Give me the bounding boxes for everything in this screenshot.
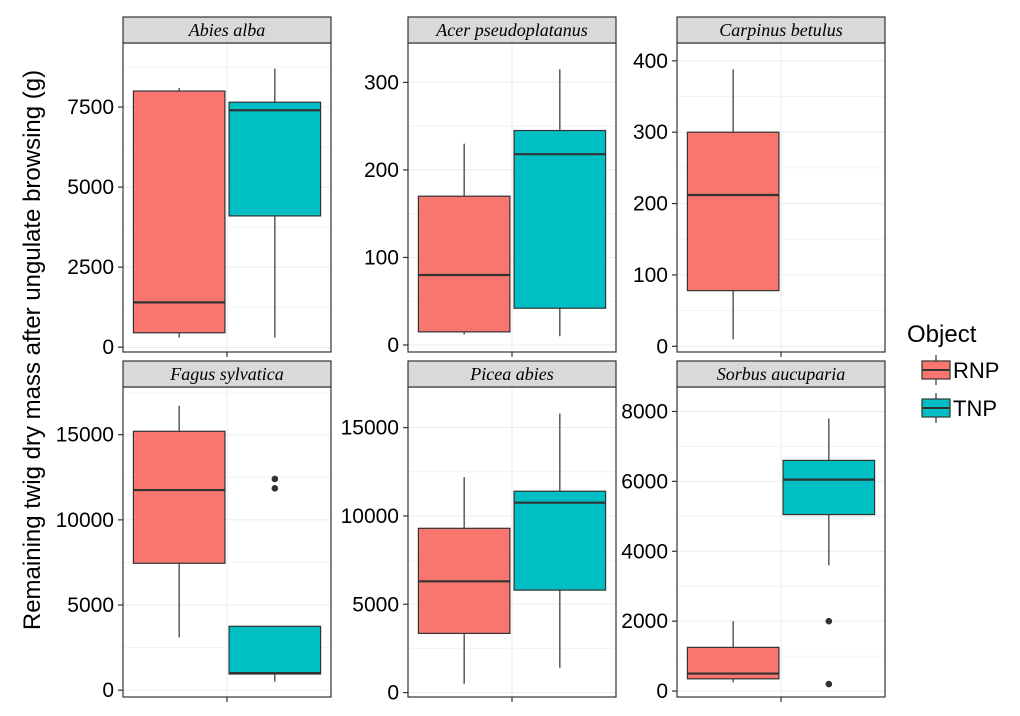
y-axis-sorbus-aucuparia: 0 2000 4000 6000 8000 (621, 400, 677, 703)
box-rnp-acer-pseudoplatanus (417, 143, 511, 335)
y-tick-label: 5000 (67, 176, 114, 199)
outlier-point (825, 680, 833, 688)
strip-title: Carpinus betulus (719, 20, 843, 40)
strip-title: Acer pseudoplatanus (435, 20, 587, 40)
facet-carpinus-betulus: Carpinus betulus 0 100 200 300 400 (633, 16, 886, 358)
box-rnp-abies-alba (132, 87, 226, 338)
y-tick-label: 0 (387, 682, 399, 705)
y-tick-label: 8000 (621, 400, 668, 423)
box-iqr (513, 490, 607, 591)
y-axis-carpinus-betulus: 0 100 200 300 400 (633, 50, 677, 358)
box-iqr (782, 459, 876, 516)
y-tick-label: 100 (633, 264, 668, 287)
major-gridlines (123, 387, 331, 697)
y-axis-acer-pseudoplatanus: 0 100 200 300 (364, 71, 408, 357)
box-iqr (228, 101, 322, 217)
legend-title: Object (907, 321, 977, 348)
outlier-point (825, 617, 833, 625)
facet-abies-alba: Abies alba 0 2500 5000 7500 (67, 16, 332, 359)
y-tick-label: 300 (364, 71, 399, 94)
y-tick-label: 300 (633, 121, 668, 144)
box-iqr (132, 90, 226, 334)
y-tick-label: 2500 (67, 256, 114, 279)
y-tick-label: 5000 (67, 594, 114, 617)
y-tick-label: 15000 (341, 417, 399, 440)
box-tnp-abies-alba (228, 68, 322, 338)
y-tick-label: 100 (364, 246, 399, 269)
legend-label: RNP (953, 358, 999, 383)
facets: Abies alba 0 2500 5000 7500 Acer pseudoplatan… (56, 16, 886, 705)
y-tick-label: 5000 (352, 593, 399, 616)
y-tick-label: 200 (364, 159, 399, 182)
outlier-point (271, 475, 279, 483)
y-axis-abies-alba: 0 2500 5000 7500 (67, 96, 123, 359)
y-tick-label: 2000 (621, 610, 668, 633)
facet-acer-pseudoplatanus: Acer pseudoplatanus 0 100 200 300 (364, 16, 617, 357)
box-tnp-acer-pseudoplatanus (513, 69, 607, 337)
major-gridlines (677, 43, 885, 352)
y-tick-label: 4000 (621, 540, 668, 563)
box-rnp-sorbus-aucuparia (686, 621, 780, 683)
facet-picea-abies: Picea abies 0 5000 10000 15000 (341, 360, 617, 705)
y-tick-label: 0 (102, 679, 114, 702)
y-axis-picea-abies: 0 5000 10000 15000 (341, 417, 408, 705)
strip-background (676, 16, 886, 44)
box-rnp-picea-abies (417, 477, 511, 684)
y-tick-label: 200 (633, 193, 668, 216)
legend-label: TNP (953, 396, 997, 421)
strip-background (122, 360, 332, 388)
box-tnp-sorbus-aucuparia (782, 418, 876, 688)
legend-item-rnp: RNP (921, 355, 999, 385)
y-axis-title: Remaining twig dry mass after ungulate b… (19, 70, 46, 630)
box-rnp-carpinus-betulus (686, 69, 780, 340)
facet-sorbus-aucuparia: Sorbus aucuparia 0 2000 4000 6000 8000 (621, 360, 886, 703)
y-tick-label: 0 (387, 334, 399, 357)
y-axis-fagus-sylvatica: 0 5000 10000 15000 (56, 424, 123, 702)
y-tick-label: 10000 (56, 509, 114, 532)
y-tick-label: 400 (633, 50, 668, 73)
legend: Object RNP TNP (907, 321, 999, 423)
y-tick-label: 0 (656, 335, 668, 358)
strip-background (122, 16, 332, 44)
box-rnp-fagus-sylvatica (132, 405, 226, 638)
strip-title: Fagus sylvatica (169, 364, 283, 384)
major-gridlines (408, 387, 616, 697)
y-tick-label: 0 (102, 336, 114, 359)
strip-background (407, 16, 617, 44)
y-tick-label: 7500 (67, 96, 114, 119)
strip-background (676, 360, 886, 388)
box-iqr (228, 625, 322, 675)
box-iqr (513, 129, 607, 309)
box-iqr (132, 430, 226, 564)
y-tick-label: 10000 (341, 505, 399, 528)
outlier-point (271, 485, 279, 492)
strip-title: Sorbus aucuparia (717, 364, 846, 384)
y-tick-label: 0 (656, 680, 668, 703)
strip-background (407, 360, 617, 388)
legend-item-tnp: TNP (921, 393, 997, 423)
strip-title: Abies alba (188, 20, 266, 40)
box-tnp-fagus-sylvatica (228, 475, 322, 682)
y-tick-label: 15000 (56, 424, 114, 447)
y-tick-label: 6000 (621, 470, 668, 493)
box-iqr (686, 131, 780, 292)
box-tnp-picea-abies (513, 413, 607, 668)
box-iqr (417, 195, 511, 333)
facet-fagus-sylvatica: Fagus sylvatica 0 5000 10000 15000 (56, 360, 332, 702)
major-gridlines (677, 387, 885, 697)
strip-title: Picea abies (469, 364, 553, 384)
